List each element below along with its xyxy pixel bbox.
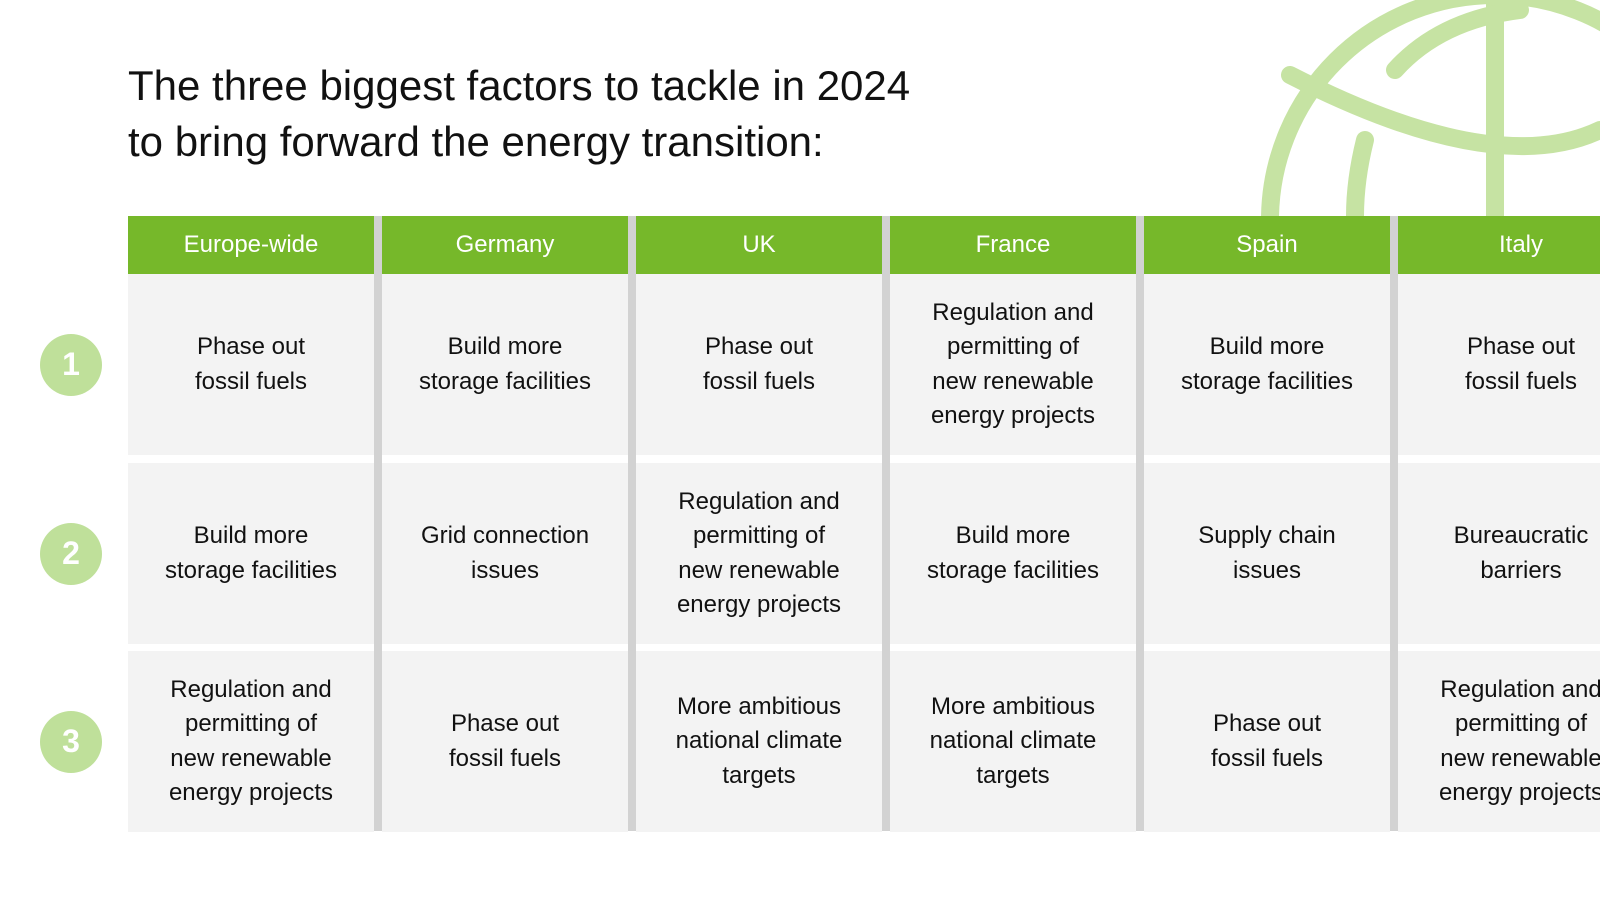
cell-text: energy projects — [168, 779, 334, 806]
cell-text: Regulation and — [678, 487, 840, 515]
cell-text: permitting of — [184, 710, 318, 737]
cell-text: Regulation and — [170, 675, 332, 703]
cell-text: new renewable — [678, 556, 840, 584]
cell-text: Grid connection — [420, 522, 590, 549]
cell-text: barriers — [1480, 556, 1562, 584]
cell-text: fossil fuels — [702, 367, 816, 395]
table-cell: Build more storage facilities — [128, 463, 374, 644]
table-cell: Phase out fossil fuels — [128, 274, 374, 455]
column-separator — [1136, 216, 1144, 831]
cell-text: Regulation and — [932, 298, 1094, 326]
cell-text: permitting of — [1454, 710, 1588, 737]
cell-text: issues — [1232, 556, 1302, 584]
cell-text: fossil fuels — [448, 744, 562, 772]
cell-text: issues — [470, 556, 540, 584]
column-header: Germany — [382, 216, 628, 274]
rank-badge: 1 — [40, 333, 102, 396]
cell-text: energy projects — [676, 591, 842, 618]
cell-text: Phase out — [196, 333, 306, 360]
table-cell: More ambitious national climate targets — [636, 651, 882, 832]
cell-text: national climate — [675, 727, 843, 755]
table-cell: Regulation and permitting of new renewable… — [636, 463, 882, 644]
table-cell: More ambitious national climate targets — [890, 651, 1136, 832]
cell-text: Phase out — [704, 333, 814, 360]
cell-text: storage facilities — [418, 367, 592, 395]
table-cell: Supply chain issues — [1144, 463, 1390, 644]
cell-text: energy projects — [1438, 779, 1600, 806]
cell-text: targets — [976, 761, 1050, 789]
cell-text: permitting of — [946, 333, 1080, 360]
table-cell: Grid connection issues — [382, 463, 628, 644]
cell-text: new renewable — [932, 367, 1094, 395]
column-separator — [628, 216, 636, 831]
table-cell: Regulation and permitting of new renewable… — [1398, 651, 1600, 832]
table-cell: Phase out fossil fuels — [1398, 274, 1600, 455]
cell-text: Phase out — [450, 710, 560, 737]
title-line: The three biggest factors to tackle in 2… — [128, 62, 911, 109]
table-cell: Phase out fossil fuels — [1144, 651, 1390, 832]
column-header: UK — [636, 216, 882, 274]
cell-text: Build more — [193, 522, 309, 549]
column-separator — [374, 216, 382, 831]
cell-text: Phase out — [1212, 710, 1322, 737]
table-cell: Bureaucratic barriers — [1398, 463, 1600, 644]
cell-text: energy projects — [930, 402, 1096, 429]
column-separator — [1390, 216, 1398, 831]
title-line: to bring forward the energy transition: — [128, 118, 824, 165]
cell-text: Build more — [447, 333, 563, 360]
column-separator — [882, 216, 890, 831]
table-cell: Regulation and permitting of new renewable… — [890, 274, 1136, 455]
cell-text: Phase out — [1466, 333, 1576, 360]
table-cell: Build more storage facilities — [382, 274, 628, 455]
cell-text: Regulation and — [1440, 675, 1600, 703]
cell-text: Build more — [955, 522, 1071, 549]
globe-decoration — [1261, 0, 1600, 216]
cell-text: storage facilities — [164, 556, 338, 584]
cell-text: storage facilities — [926, 556, 1100, 584]
column-header: France — [890, 216, 1136, 274]
cell-text: fossil fuels — [1464, 367, 1578, 395]
title: The three biggest factors to tackle in 2… — [128, 58, 910, 170]
cell-text: fossil fuels — [1210, 744, 1324, 772]
cell-text: national climate — [929, 727, 1097, 755]
cell-text: More ambitious — [676, 692, 842, 720]
cell-text: More ambitious — [930, 692, 1096, 720]
column-header: Spain — [1144, 216, 1390, 274]
column-header: Italy — [1398, 216, 1600, 274]
table-cell: Regulation and permitting of new renewable… — [128, 651, 374, 832]
cell-text: fossil fuels — [194, 367, 308, 395]
rank-badge: 3 — [40, 710, 102, 773]
table-cell: Phase out fossil fuels — [382, 651, 628, 832]
table-cell: Build more storage facilities — [1144, 274, 1390, 455]
cell-text: Bureaucratic — [1453, 522, 1589, 549]
table-cell: Build more storage facilities — [890, 463, 1136, 644]
cell-text: new renewable — [170, 744, 332, 772]
cell-text: Supply chain — [1198, 522, 1336, 549]
cell-text: storage facilities — [1180, 367, 1354, 395]
cell-text: targets — [722, 761, 796, 789]
cell-text: new renewable — [1440, 744, 1600, 772]
cell-text: permitting of — [692, 522, 826, 549]
cell-text: Build more — [1209, 333, 1325, 360]
column-header: Europe-wide — [128, 216, 374, 274]
table-cell: Phase out fossil fuels — [636, 274, 882, 455]
rank-badge: 2 — [40, 522, 102, 585]
